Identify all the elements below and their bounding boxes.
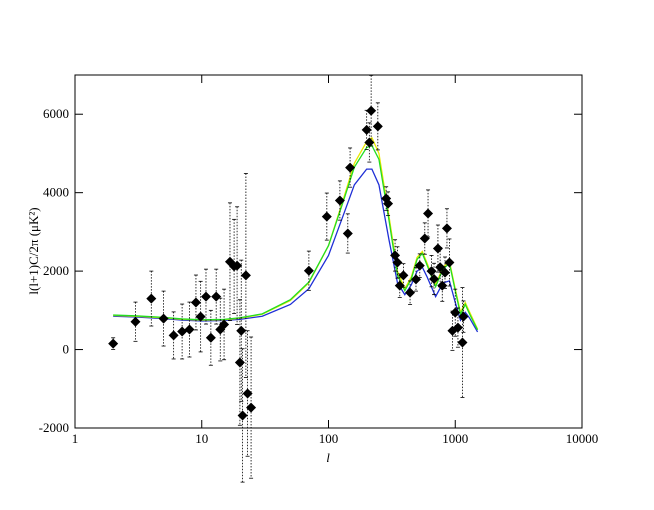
data-point (444, 257, 455, 268)
data-point (232, 260, 243, 271)
data-point (383, 198, 394, 209)
data-point (200, 291, 211, 302)
data-point (246, 402, 257, 413)
data-point (195, 311, 206, 322)
data-point (414, 260, 425, 271)
data-point (205, 332, 216, 343)
data-point (419, 233, 430, 244)
data-point (219, 319, 230, 330)
y-tick-label: -2000 (39, 420, 69, 435)
data-point (130, 316, 141, 327)
data-point (432, 243, 443, 254)
data-point (240, 270, 251, 281)
data-point (190, 297, 201, 308)
x-tick-label: 10 (195, 431, 208, 446)
data-point (236, 325, 247, 336)
data-point (435, 262, 446, 273)
data-point (177, 326, 188, 337)
data-point (237, 410, 248, 421)
data-point (372, 121, 383, 132)
x-tick-label: 1 (72, 431, 79, 446)
data-point (405, 287, 416, 298)
y-tick-label: 2000 (43, 263, 69, 278)
data-point (392, 257, 403, 268)
y-tick-label: 6000 (43, 106, 69, 121)
x-axis-label: l (326, 450, 330, 465)
data-point (158, 313, 169, 324)
data-point (426, 266, 437, 277)
data-point (146, 293, 157, 304)
data-point (168, 330, 179, 341)
data-point (361, 124, 372, 135)
data-point (441, 223, 452, 234)
y-tick-label: 4000 (43, 185, 69, 200)
data-point (364, 137, 375, 148)
data-point (108, 338, 119, 349)
x-tick-label: 10000 (566, 431, 599, 446)
data-point (452, 322, 463, 333)
x-tick-label: 1000 (442, 431, 468, 446)
y-tick-label: 0 (63, 342, 70, 357)
data-point (410, 274, 421, 285)
data-point (234, 357, 245, 368)
data-point (345, 162, 356, 173)
data-point (184, 324, 195, 335)
data-point (303, 265, 314, 276)
plot-frame (74, 74, 583, 429)
x-tick-label: 100 (319, 431, 339, 446)
data-point (398, 270, 409, 281)
data-point (211, 291, 222, 302)
data-point (429, 273, 440, 284)
data-point (458, 311, 469, 322)
data-point (439, 267, 450, 278)
data-point (457, 337, 468, 348)
data-point (342, 228, 353, 239)
data-point (242, 388, 253, 399)
data-point (366, 105, 377, 116)
data-point (437, 280, 448, 291)
data-point (334, 195, 345, 206)
data-point (450, 307, 461, 318)
data-point (394, 280, 405, 291)
model-curve (113, 168, 479, 333)
y-axis-label: l(l+1)C/2π (μK²) (26, 207, 41, 294)
data-point (423, 208, 434, 219)
data-point (321, 211, 332, 222)
